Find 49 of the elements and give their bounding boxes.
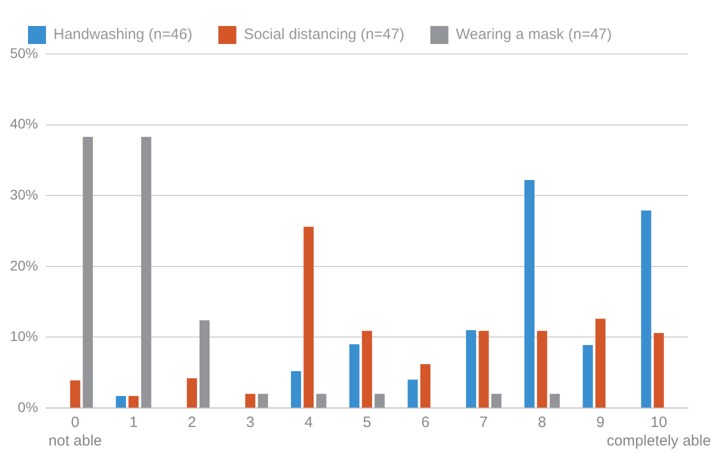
bar — [245, 394, 256, 408]
bar — [408, 380, 418, 408]
bar — [466, 330, 476, 408]
y-tick-label: 10% — [10, 328, 38, 344]
bar — [595, 318, 606, 408]
x-tick-label: 2 — [188, 414, 196, 432]
bar — [128, 396, 139, 408]
bar — [478, 330, 489, 408]
bar — [582, 344, 593, 408]
y-tick-label: 30% — [10, 186, 38, 202]
bar — [491, 394, 502, 408]
x-tick-label: 8 — [538, 414, 546, 432]
legend-label: Social distancing (n=47) — [244, 26, 404, 44]
x-tick-label: 4 — [304, 414, 313, 432]
text: completely able — [606, 432, 711, 450]
y-tick-label: 40% — [10, 116, 38, 132]
y-tick-label: 50% — [10, 44, 38, 61]
bar — [290, 371, 302, 408]
x-tick-label: 1 — [129, 414, 138, 432]
text: not able — [48, 432, 102, 450]
legend-label: Handwashing (n=46) — [54, 26, 192, 44]
bar — [550, 394, 560, 408]
bar — [141, 136, 152, 408]
bar — [420, 364, 430, 408]
bar — [186, 378, 197, 408]
bar — [200, 320, 210, 408]
bar — [70, 380, 80, 408]
bar — [362, 330, 372, 408]
bar — [304, 226, 314, 408]
x-tick-label: 10 — [650, 414, 668, 432]
x-tick-label: 3 — [246, 414, 254, 432]
bar — [258, 394, 268, 408]
bar — [641, 210, 652, 408]
bar — [537, 330, 548, 408]
bar — [116, 396, 126, 408]
y-tick-label: 0% — [18, 398, 38, 415]
bar — [374, 394, 385, 408]
bar — [654, 332, 664, 408]
legend-label: Wearing a mask (n=47) — [456, 26, 612, 44]
x-tick-label: 0 — [71, 414, 80, 432]
y-tick-label: 20% — [10, 257, 38, 274]
x-tick-label: 5 — [362, 414, 372, 432]
bar — [316, 394, 326, 408]
bar — [349, 344, 360, 408]
x-tick-label: 7 — [480, 414, 488, 432]
x-tick-label: 6 — [421, 414, 430, 432]
x-tick-label: 9 — [596, 414, 605, 432]
bar — [82, 136, 93, 408]
bar — [524, 180, 535, 408]
